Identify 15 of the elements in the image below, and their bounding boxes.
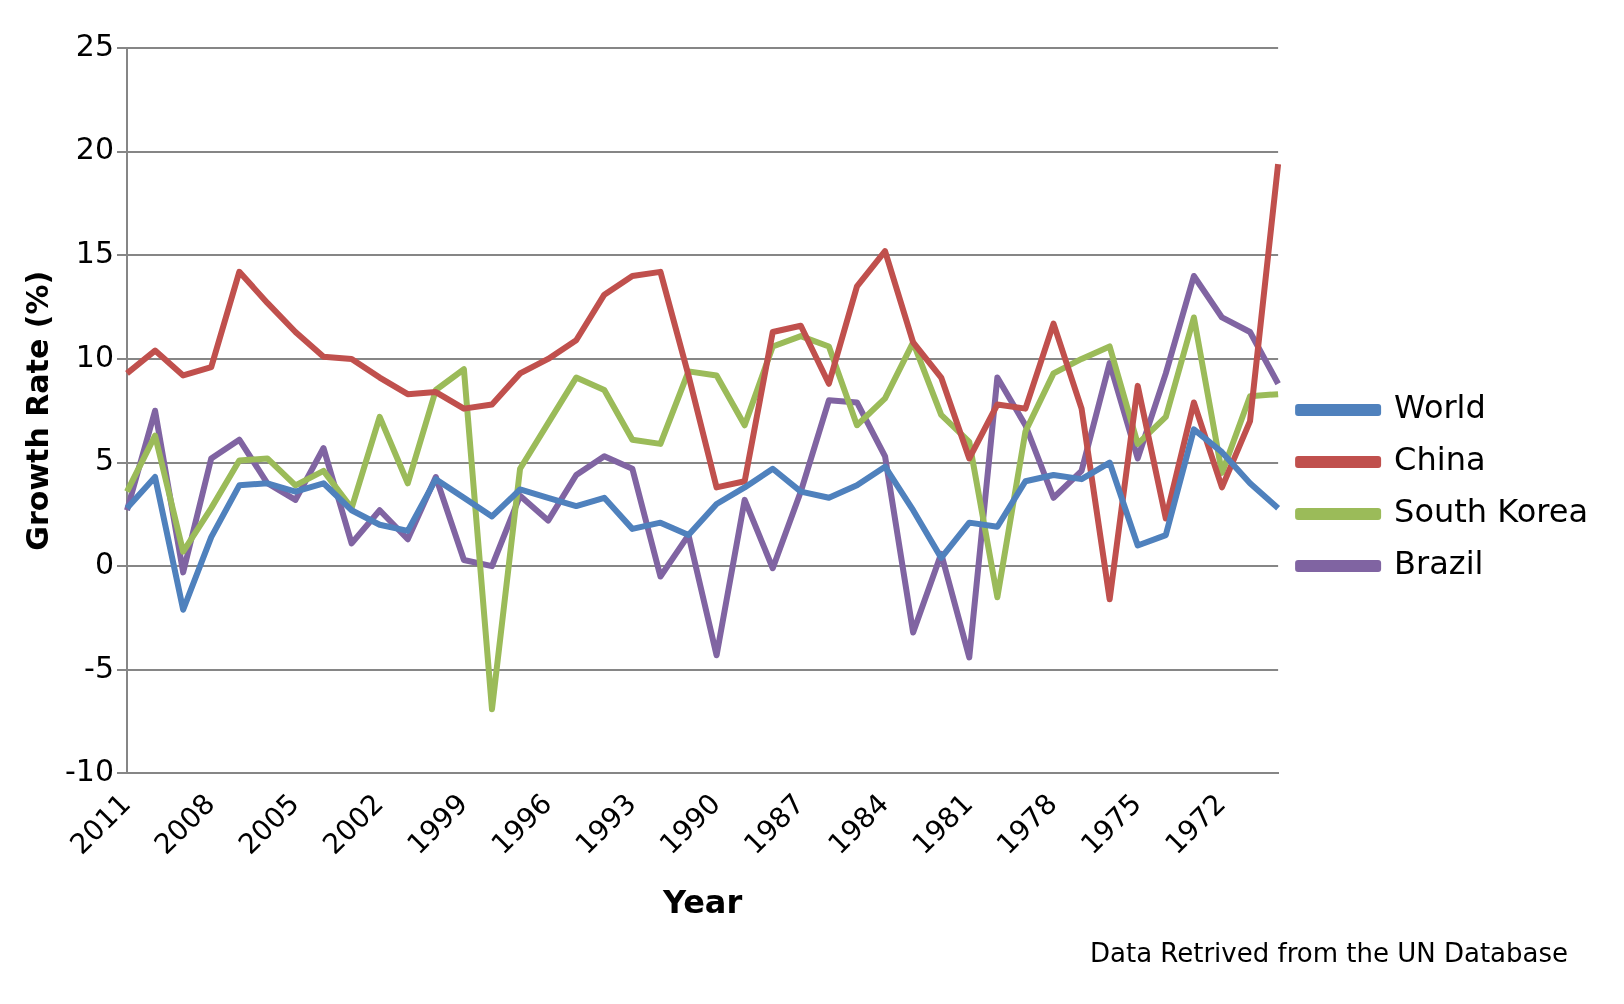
- y-tick-label: 20: [75, 131, 114, 167]
- text: Data Retrived from the UN Database: [1089, 938, 1569, 968]
- y-tick-label: 0: [94, 545, 114, 581]
- y-tick-label: 15: [75, 235, 114, 271]
- y-tick-label: 5: [94, 442, 114, 478]
- y-tick-label: -10: [65, 753, 114, 789]
- legend-label: Brazil: [1394, 544, 1484, 583]
- legend-label: South Korea: [1394, 492, 1588, 531]
- y-tick-label: -5: [84, 649, 114, 685]
- x-axis-title: Year: [661, 883, 743, 922]
- y-axis-title: Growth Rate (%): [19, 270, 55, 551]
- legend-label: World: [1394, 388, 1486, 427]
- y-tick-label: 25: [75, 27, 114, 63]
- y-tick-label: 10: [75, 338, 114, 374]
- legend-label: China: [1394, 440, 1486, 479]
